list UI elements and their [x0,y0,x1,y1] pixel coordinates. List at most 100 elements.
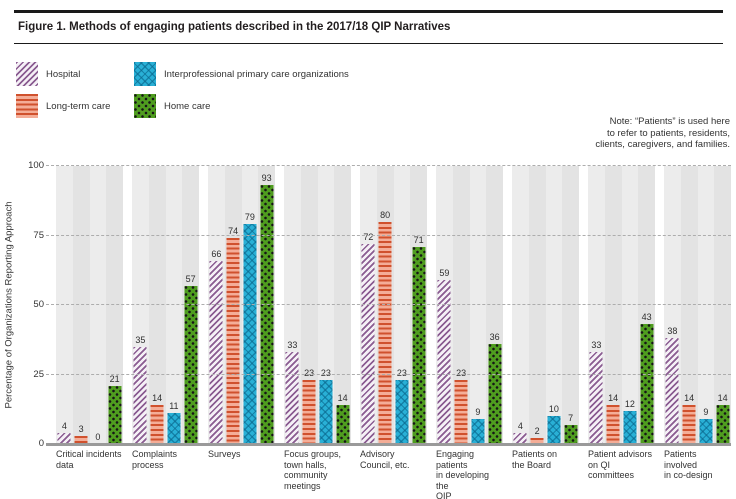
bar-value-label: 10 [548,404,559,414]
bar-value-label: 23 [456,368,467,378]
bar-group: 33 23 23 14 [284,166,351,444]
bar-interprofessional [471,419,485,444]
bar-homecare [640,324,654,444]
y-tick-label: 50 [33,299,44,310]
category-label: Patients on the Board [512,449,558,470]
bar-value-label: 35 [135,335,146,345]
bar-longterm [682,405,696,444]
note-line: to refer to patients, residents, [606,127,730,139]
bar-group: 4 3 0 21 [56,166,123,444]
bar-slot: 71 [410,166,427,444]
top-rule [14,10,723,13]
bar-value-label: 36 [489,332,500,342]
bar-slot: 14 [680,166,698,444]
bar-interprofessional [623,411,637,444]
category-label: Complaints process [132,449,178,470]
bar-value-label: 38 [667,326,678,336]
bar-hospital [57,433,71,444]
bar-longterm [150,405,164,444]
bar-slot: 79 [241,166,259,444]
bar-homecare [564,425,578,444]
bar-value-label: 66 [211,249,222,259]
bar-longterm [226,238,240,444]
bar-hospital [133,347,147,444]
note-line: Note: “Patients” is used here [609,116,730,127]
bar-value-label: 33 [287,340,298,350]
bar-value-label: 14 [152,393,163,403]
bar-longterm [530,438,544,444]
bar-value-label: 11 [169,401,179,411]
plot-area: 4 3 0 21 35 14 11 57 66 74 79 93 33 23 23 14 72 80 23 71 59 2… [46,165,731,446]
bar-interprofessional [395,380,409,444]
bar-group: 4 2 10 7 [512,166,579,444]
bar-hospital [209,261,223,444]
bar-slot: 72 [360,166,377,444]
bar-hospital [589,352,603,444]
legend-item-longterm: Long-term care [16,94,110,118]
bar-homecare [260,185,274,444]
bar-value-label: 72 [363,232,374,242]
bar-slot: 23 [393,166,411,444]
bar-hospital [437,280,451,444]
bar-value-label: 2 [534,426,540,436]
bar-value-label: 59 [439,268,450,278]
bar-homecare [184,286,198,444]
category-label: Patient advisors on QI committees [588,449,653,480]
bar-interprofessional [167,413,181,444]
bar-value-label: 14 [337,393,348,403]
bar-value-label: 33 [591,340,602,350]
legend-label: Home care [164,100,211,112]
bar-slot: 36 [486,166,503,444]
note-text: Note: “Patients” is used here to refer t… [595,116,730,151]
bar-longterm [74,436,88,444]
bar-slot: 2 [528,166,546,444]
bar-group: 59 23 9 36 [436,166,503,444]
figure-title: Figure 1. Methods of engaging patients d… [18,21,451,33]
bar-group: 38 14 9 14 [664,166,731,444]
bar-homecare [412,247,426,444]
bar-value-label: 4 [61,421,67,431]
bar-slot: 14 [334,166,351,444]
gridline-25 [46,373,731,375]
y-tick-label: 100 [28,160,44,171]
bar-slot: 12 [621,166,639,444]
bar-homecare [716,405,730,444]
gridline-75 [46,234,731,236]
legend-item-hospital: Hospital [16,62,80,86]
bar-group: 72 80 23 71 [360,166,427,444]
bar-slot: 23 [317,166,335,444]
bar-interprofessional [319,380,333,444]
bar-slot: 3 [72,166,90,444]
bar-value-label: 9 [703,407,709,417]
gridline-100 [46,165,731,166]
bar-slot: 38 [664,166,681,444]
y-tick-label: 0 [38,438,44,449]
gridline-50 [46,304,731,305]
bar-slot: 9 [469,166,487,444]
bar-value-label: 93 [261,173,272,183]
bar-interprofessional [547,416,561,444]
bar-slot: 9 [697,166,715,444]
legend-item-interprofessional: Interprofessional primary care organizat… [134,62,349,86]
bar-homecare [488,344,502,444]
bar-value-label: 14 [717,393,728,403]
legend-swatch-longterm-icon [16,94,38,118]
bar-slot: 59 [436,166,453,444]
category-label: Patients involved in co-design [664,449,713,480]
bar-longterm [378,222,392,444]
category-label: Focus groups, town halls, community meet… [284,449,342,491]
bar-value-label: 79 [244,212,255,222]
bar-value-label: 23 [320,368,331,378]
bar-slot: 35 [132,166,149,444]
bar-value-label: 74 [228,226,239,236]
bar-slot: 21 [106,166,123,444]
bar-slot: 33 [588,166,605,444]
bar-value-label: 12 [624,399,635,409]
bar-value-label: 7 [568,413,574,423]
bar-interprofessional [243,224,257,444]
bar-slot: 14 [714,166,731,444]
bar-slot: 23 [300,166,318,444]
title-rule [14,43,723,44]
legend-swatch-homecare-icon [134,94,156,118]
bar-interprofessional [699,419,713,444]
